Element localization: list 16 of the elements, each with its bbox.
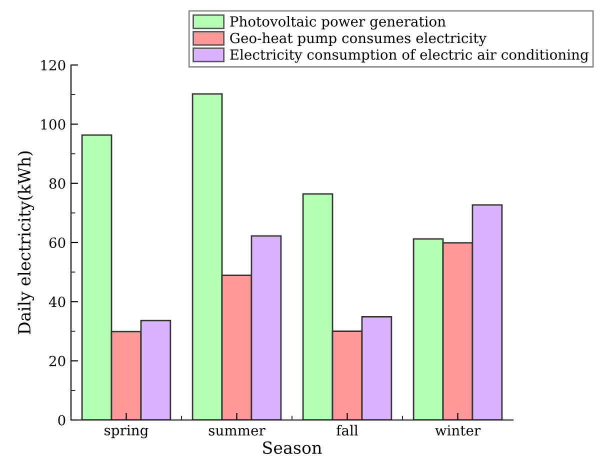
x-tick-label: spring <box>104 425 148 438</box>
x-tick-label: summer <box>208 428 266 436</box>
y-tick-label: 80 <box>49 178 66 189</box>
x-tick-label: winter <box>435 425 481 436</box>
y-tick-label: 0 <box>58 414 66 426</box>
y-tick-label: 40 <box>48 296 66 308</box>
x-tick-label: fall <box>336 424 358 436</box>
x-axis-title: Season <box>263 441 322 454</box>
y-tick-label: 60 <box>49 237 66 248</box>
y-tick-label: 120 <box>41 60 66 70</box>
legend-label: Electricity consumption of electric air conditioning <box>230 49 588 63</box>
y-axis-title: Daily electricity(kWh) <box>18 151 34 334</box>
y-tick-label: 20 <box>49 356 66 366</box>
legend-label: Geo-heat pump consumes electricity <box>230 32 487 46</box>
legend-label: Photovoltaic power generation <box>230 16 446 30</box>
y-tick-label: 100 <box>41 119 66 130</box>
